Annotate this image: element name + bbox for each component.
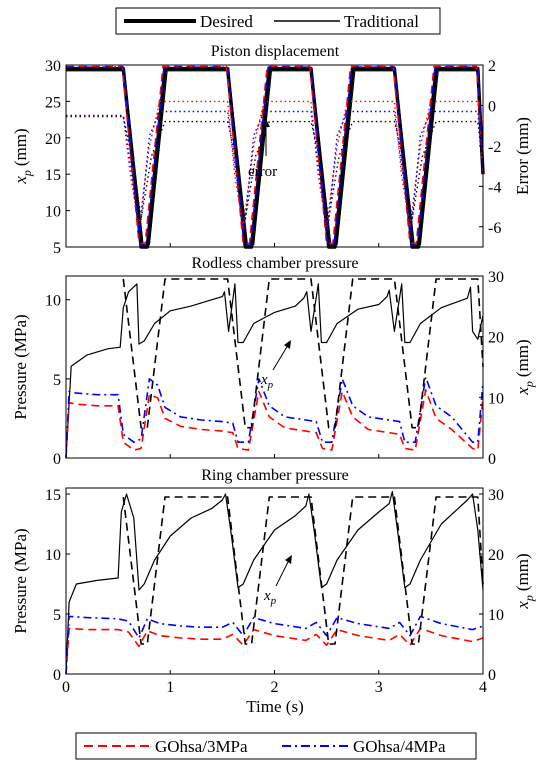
panel1-series-gohsa-4mpa — [66, 66, 484, 247]
svg-text:xp(mm): xp (mm) — [11, 128, 34, 184]
panel1-series-gohsa-4mpa-error — [66, 110, 484, 232]
panel3-ylabel-right-unit: (mm) — [513, 553, 532, 591]
legend-desired-label: Desired — [200, 12, 253, 31]
panel3-ytick-left-label: 15 — [45, 487, 61, 504]
panel1-series-traditional-error — [66, 115, 484, 220]
panel1-annotation-error: error — [248, 164, 277, 180]
panel1-ytick-right-label: -4 — [488, 179, 501, 196]
panel2-ylabel-right-sub: p — [522, 381, 536, 388]
panel2-series-x-p — [122, 278, 484, 429]
panel2-title: Rodless chamber pressure — [191, 255, 358, 272]
panel1-series-gohsa-3mpa — [66, 65, 484, 245]
panel1-series-traditional — [66, 70, 484, 246]
panel2-ytick-right-label: 10 — [488, 390, 504, 407]
panel1-ytick-left-label: 20 — [45, 131, 61, 148]
panel1-ylabel-left-sub: p — [20, 170, 34, 177]
svg-text:xp(mm): xp (mm) — [513, 339, 536, 395]
legend-gohsa3-label: GOhsa/3MPa — [155, 737, 248, 756]
panel3-series-x-p — [122, 496, 484, 645]
panel1-annotation-arrow — [262, 119, 270, 156]
panel3-frame — [65, 487, 484, 675]
panel3-title: Ring chamber pressure — [201, 467, 349, 484]
panel1-ytick-right-label: 0 — [488, 98, 496, 115]
panel1-ytick-right-label: -2 — [488, 139, 501, 156]
panel2-ticks: 0 5 10 0 10 20 30 — [45, 269, 504, 468]
panel-ring-chamber-pressure: Ring chamber pressure 0 1 2 3 40510150102030… — [11, 467, 536, 696]
panel3-annotation-xp: xp — [263, 588, 277, 607]
panel2-annotation-arrow — [272, 340, 291, 371]
panel1-ytick-left-label: 5 — [53, 240, 61, 257]
panel3-series-gohsa-3mpa — [65, 627, 484, 675]
panel3-ylabel-right-x: x — [513, 601, 532, 610]
panel2-ytick-left-label: 10 — [45, 293, 61, 310]
panel3-ylabel-right-sub: p — [522, 595, 536, 602]
panel2-ytick-left-label: 0 — [53, 451, 61, 468]
panel2-ylabel-left: Pressure (MPa) — [11, 314, 30, 419]
panel1-plot — [66, 65, 485, 249]
panel2-series-traditional — [65, 283, 484, 459]
panel1-ytick-left-label: 10 — [45, 204, 61, 221]
panel2-series-gohsa-3mpa — [65, 389, 484, 459]
panel1-ylabel-left: xp (mm) — [11, 128, 34, 184]
panel3-series-gohsa-4mpa — [65, 615, 484, 675]
svg-text:xp(mm): xp (mm) — [513, 553, 536, 609]
panel1-series-gohsa-3mpa-error — [66, 100, 484, 228]
panel1-ylabel-left-unit: (mm) — [11, 128, 30, 166]
panel2-plot — [65, 278, 484, 459]
panel2-ytick-right-label: 20 — [488, 330, 504, 347]
panel1-ytick-left-label: 30 — [45, 58, 61, 75]
panel-piston-displacement: Piston displacement 51015202530-6-4-202 … — [11, 43, 532, 257]
x-axis-label: Time (s) — [246, 697, 303, 716]
x-tick-label: 2 — [271, 679, 279, 696]
panel3-annotation-arrow — [275, 555, 292, 587]
panel3-ytick-left-label: 5 — [53, 607, 61, 624]
x-tick-label: 1 — [166, 679, 174, 696]
panel3-ylabel-left: Pressure (MPa) — [11, 528, 30, 633]
panel1-ytick-right-label: 2 — [488, 58, 496, 75]
panel3-ylabel-right: xp (mm) — [513, 553, 536, 609]
panel3-ytick-right-label: 0 — [488, 667, 496, 684]
panel1-ytick-right-label: -6 — [488, 220, 501, 237]
x-tick-label: 3 — [375, 679, 383, 696]
panel1-ytick-left-label: 15 — [45, 167, 61, 184]
legend-bottom: GOhsa/3MPa GOhsa/4MPa — [75, 732, 477, 760]
panel2-ytick-right-label: 30 — [488, 269, 504, 286]
panel2-series-gohsa-4mpa — [65, 376, 484, 459]
panel3-series-traditional — [65, 491, 484, 675]
panel-rodless-chamber-pressure: Rodless chamber pressure 0 5 10 0 10 20 30 Pre… — [11, 255, 536, 468]
panel2-ylabel-right-unit: (mm) — [513, 339, 532, 377]
panel3-plot — [65, 491, 484, 675]
panel1-ytick-left-label: 25 — [45, 94, 61, 111]
legend-gohsa4-label: GOhsa/4MPa — [353, 737, 446, 756]
x-tick-label: 4 — [479, 679, 487, 696]
panel2-ytick-left-label: 5 — [53, 372, 61, 389]
panel1-ticks: 5 10 15 20 25 30 -6 -4 -2 0 2 — [45, 58, 501, 257]
panel1-ylabel-left-x: x — [11, 176, 30, 185]
panel3-ytick-right-label: 30 — [488, 487, 504, 504]
panel3-ytick-left-label: 0 — [53, 667, 61, 684]
panel2-ytick-right-label: 0 — [488, 451, 496, 468]
panel3-ytick-right-label: 20 — [488, 547, 504, 564]
panel1-ylabel-right: Error (mm) — [513, 117, 532, 195]
panel2-ylabel-right: xp (mm) — [513, 339, 536, 395]
legend-traditional-label: Traditional — [344, 12, 419, 31]
panel2-annotation-xp: xp — [260, 372, 274, 391]
panel3-ytick-right-label: 10 — [488, 607, 504, 624]
panel1-title: Piston displacement — [211, 43, 340, 60]
legend-top: Desired Traditional — [115, 7, 441, 35]
panel3-ytick-left-label: 10 — [45, 547, 61, 564]
x-tick-label: 0 — [62, 679, 70, 696]
panel2-ylabel-right-x: x — [513, 387, 532, 396]
